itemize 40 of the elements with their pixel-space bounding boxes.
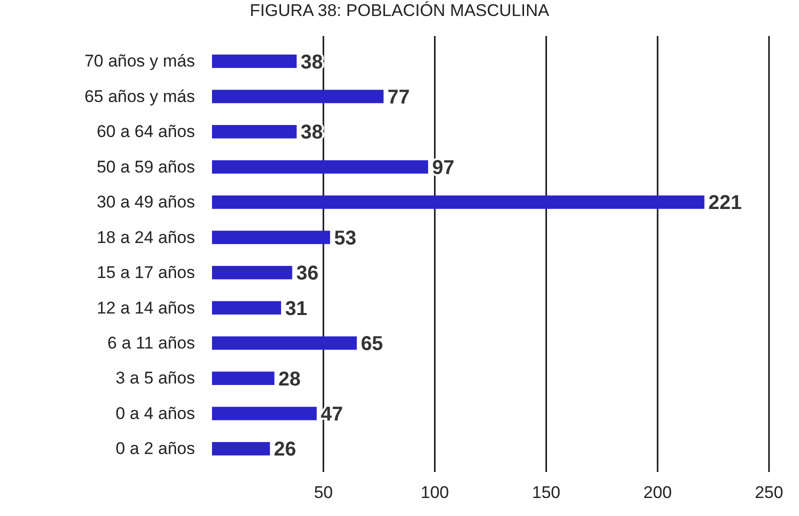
bar — [212, 442, 270, 456]
y-tick-label: 0 a 2 años — [116, 439, 195, 458]
bar — [212, 125, 297, 138]
y-tick-label: 3 a 5 años — [116, 368, 195, 388]
data-label: 36 — [296, 262, 318, 285]
data-label: 65 — [360, 333, 384, 356]
data-label: 77 — [388, 86, 410, 108]
data-label: 53 — [334, 227, 356, 250]
x-tick-label: 250 — [754, 483, 784, 502]
data-label: 38 — [300, 122, 323, 144]
y-tick-label: 12 a 14 años — [96, 298, 195, 318]
bar — [212, 230, 330, 244]
bar — [212, 406, 317, 420]
bar — [212, 195, 704, 209]
x-tick-label: 50 — [314, 483, 333, 502]
bar — [212, 160, 428, 174]
data-label: 31 — [285, 298, 308, 320]
data-label: 26 — [274, 438, 296, 461]
y-tick-label: 15 a 17 años — [96, 263, 195, 282]
data-label: 28 — [278, 368, 301, 390]
bar — [212, 301, 282, 315]
y-tick-label: 0 a 4 años — [116, 404, 195, 423]
data-label: 221 — [708, 192, 742, 214]
bar — [212, 266, 292, 280]
y-tick-label: 65 años y más — [84, 86, 195, 106]
y-tick-label: 50 a 59 años — [96, 157, 195, 176]
y-tick-label: 30 a 49 años — [96, 192, 195, 212]
y-tick-label: 60 a 64 años — [96, 122, 195, 142]
y-tick-label: 18 a 24 años — [96, 228, 195, 247]
bar — [212, 372, 274, 385]
bar — [212, 90, 384, 104]
bar — [212, 336, 357, 350]
chart-title: FIGURA 38: POBLACIÓN MASCULINA — [250, 1, 550, 20]
x-tick-label: 150 — [532, 483, 560, 502]
x-tick-label: 200 — [643, 483, 672, 502]
bar — [212, 54, 297, 68]
data-label: 38 — [300, 51, 323, 74]
y-tick-label: 70 años y más — [84, 52, 195, 71]
x-tick-label: 100 — [420, 483, 449, 502]
y-tick-label: 6 a 11 años — [107, 334, 195, 353]
